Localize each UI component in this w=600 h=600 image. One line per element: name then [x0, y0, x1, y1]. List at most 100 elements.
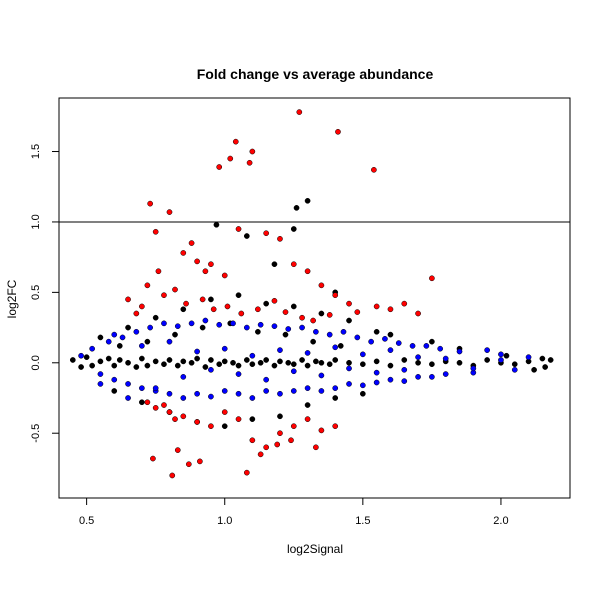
data-point-blue [152, 385, 159, 391]
data-point-black [429, 338, 435, 345]
data-point-blue [318, 372, 325, 379]
data-point-blue [304, 350, 311, 356]
data-point-black [373, 358, 380, 365]
data-point-black [299, 357, 305, 363]
data-point-red [166, 409, 173, 415]
data-point-blue [387, 376, 394, 383]
y-tick-label: 1.0 [30, 214, 42, 229]
data-point-black [271, 261, 278, 268]
data-point-blue [125, 395, 131, 401]
data-point-black [213, 221, 220, 228]
data-point-blue [373, 379, 380, 386]
data-point-black [373, 328, 380, 335]
data-point-red [238, 310, 245, 317]
data-point-blue [235, 390, 242, 397]
data-point-black [144, 362, 151, 369]
data-point-black [484, 357, 490, 363]
x-tick-label: 2.0 [493, 515, 508, 527]
data-point-black [235, 362, 242, 369]
data-point-black [125, 324, 131, 331]
data-point-red [155, 268, 162, 275]
data-point-red [257, 451, 264, 458]
data-point-black [304, 197, 311, 204]
data-point-blue [415, 354, 421, 361]
data-point-blue [257, 321, 264, 328]
data-point-red [429, 275, 435, 282]
data-point-black [97, 358, 104, 365]
data-point-blue [346, 365, 352, 372]
data-point-blue [166, 390, 173, 397]
data-point-red [210, 306, 217, 313]
data-point-blue [423, 343, 430, 349]
data-point-blue [188, 320, 195, 327]
data-point-red [208, 261, 214, 268]
data-point-red [224, 303, 231, 310]
data-point-blue [174, 323, 181, 330]
data-point-red [174, 447, 181, 453]
data-point-blue [97, 381, 104, 387]
data-point-blue [511, 366, 518, 373]
data-point-black [243, 233, 250, 239]
data-point-red [282, 309, 289, 315]
data-point-black [208, 296, 214, 303]
data-point-blue [401, 366, 408, 373]
data-point-blue [359, 351, 366, 358]
x-axis-label: log2Signal [287, 542, 343, 556]
data-point-black [282, 331, 289, 338]
data-point-blue [111, 376, 118, 383]
data-point-blue [221, 388, 228, 394]
data-point-blue [442, 371, 449, 377]
data-point-blue [498, 357, 504, 363]
data-point-red [194, 258, 200, 265]
data-point-blue [277, 347, 283, 353]
data-point-black [415, 359, 421, 366]
data-point-red [326, 312, 333, 318]
data-point-red [125, 296, 131, 303]
data-point-blue [318, 388, 325, 394]
data-point-red [180, 250, 187, 256]
data-point-black [326, 361, 333, 368]
data-point-red [152, 228, 159, 235]
data-point-black [429, 361, 435, 368]
points-layer [69, 109, 554, 479]
data-point-blue [395, 340, 402, 346]
data-point-red [221, 272, 228, 279]
data-point-black [337, 343, 344, 349]
data-point-black [271, 362, 278, 369]
data-point-blue [387, 347, 394, 353]
data-point-blue [437, 345, 444, 352]
data-point-black [161, 361, 167, 368]
data-point-blue [442, 355, 449, 362]
data-point-red [161, 292, 167, 299]
data-point-blue [290, 388, 297, 394]
data-point-black [216, 361, 223, 368]
y-axis-label: log2FC [5, 279, 19, 318]
data-point-blue [346, 381, 352, 387]
data-point-black [199, 324, 206, 331]
data-point-black [111, 388, 118, 394]
data-point-red [185, 461, 192, 468]
data-point-red [249, 148, 256, 155]
data-point-black [235, 292, 242, 299]
data-point-red [169, 472, 176, 479]
data-point-red [235, 416, 242, 422]
data-point-blue [373, 369, 380, 376]
data-point-blue [263, 388, 270, 394]
data-point-red [346, 300, 352, 307]
data-point-black [139, 355, 145, 362]
data-point-black [188, 359, 195, 366]
data-point-black [511, 361, 518, 368]
data-point-black [202, 364, 209, 370]
data-point-black [249, 416, 256, 422]
data-point-red [235, 226, 242, 232]
data-point-blue [194, 390, 200, 397]
data-point-blue [525, 354, 532, 361]
data-point-red [208, 423, 214, 430]
data-point-black [180, 306, 187, 313]
data-point-black [290, 361, 297, 368]
data-point-black [293, 205, 300, 211]
data-point-black [304, 362, 311, 369]
data-point-blue [166, 338, 173, 345]
data-point-red [332, 292, 339, 299]
data-point-red [354, 309, 361, 315]
